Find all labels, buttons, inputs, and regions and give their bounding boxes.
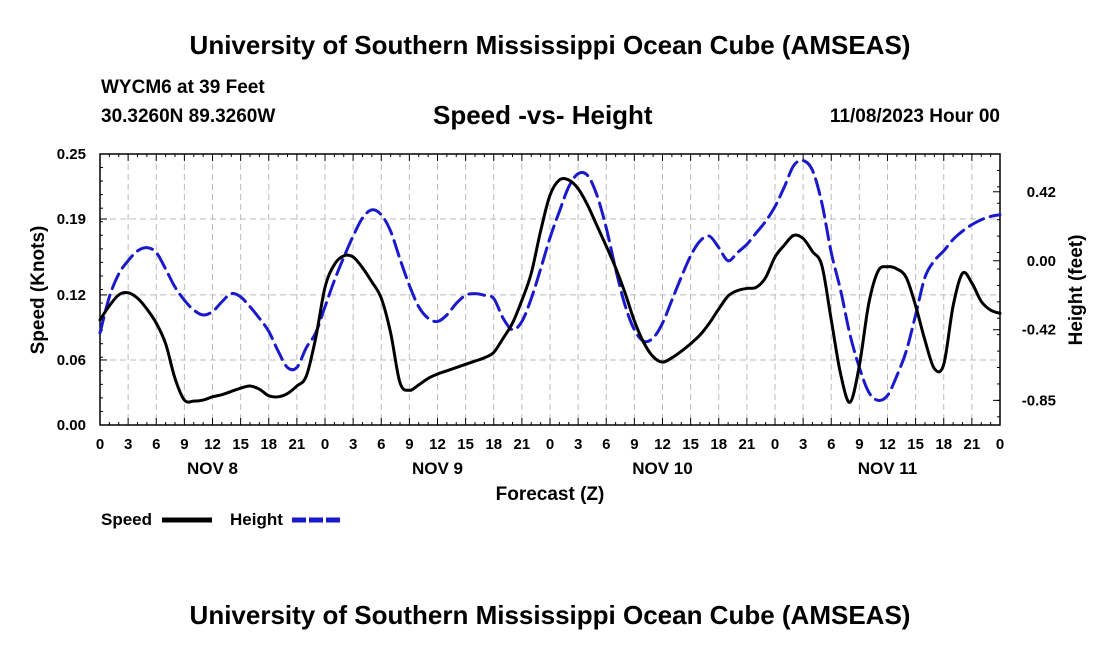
y-tick-label: 0.00 (57, 417, 86, 434)
chart-title-bottom: University of Southern Mississippi Ocean… (189, 600, 911, 630)
y2-axis-label: Height (feet) (1066, 235, 1087, 346)
x-tick-label: 18 (710, 436, 727, 453)
x-tick-label: 18 (485, 436, 502, 453)
x-tick-label: 15 (907, 436, 924, 453)
x-tick-label: 21 (964, 436, 981, 453)
x-tick-label: 0 (996, 436, 1004, 453)
x-tick-label: 15 (457, 436, 474, 453)
x-tick-label: 0 (96, 436, 104, 453)
height-series-line (98, 158, 1002, 402)
series-lines (98, 158, 1002, 404)
x-tick-label: 3 (124, 436, 132, 453)
coordinates-label: 30.3260N 89.3260W (101, 106, 276, 127)
x-tick-label: 12 (879, 436, 896, 453)
x-tick-label: 12 (429, 436, 446, 453)
x-tick-label: 15 (232, 436, 249, 453)
y-tick-label: 0.25 (57, 146, 86, 163)
x-tick-labels: 0 3 6 9 12 15 18 21 0 3 6 9 12 15 18 21 0 3 6 9 12 15 18 21 0 3 6 9… (96, 436, 1004, 453)
station-label: WYCM6 at 39 Feet (101, 77, 265, 98)
chart-subtitle: Speed -vs- Height (433, 100, 653, 130)
x-tick-label: 18 (260, 436, 277, 453)
x-tick-label: 21 (289, 436, 306, 453)
y-axis-label: Speed (Knots) (28, 226, 49, 355)
day-labels: NOV 8 NOV 9 NOV 10 NOV 11 (187, 459, 917, 478)
x-tick-label: 0 (546, 436, 554, 453)
x-axis-label: Forecast (Z) (496, 484, 605, 505)
x-tick-label: 21 (514, 436, 531, 453)
x-tick-label: 12 (204, 436, 221, 453)
x-tick-label: 6 (602, 436, 610, 453)
x-tick-label: 21 (739, 436, 756, 453)
x-tick-label: 9 (855, 436, 863, 453)
legend-speed-label: Speed (101, 510, 152, 529)
legend-height-label: Height (230, 510, 283, 529)
y2-tick-labels: 0.42 0.00 -0.42 -0.85 (1022, 184, 1056, 410)
y2-tick-label: 0.42 (1027, 184, 1056, 201)
datetime-label: 11/08/2023 Hour 00 (829, 106, 1000, 127)
day-label: NOV 8 (187, 459, 238, 478)
y2-tick-label: -0.85 (1022, 392, 1056, 409)
x-tick-label: 0 (321, 436, 329, 453)
axis-ticks (99, 153, 1001, 426)
day-label: NOV 9 (412, 459, 463, 478)
grid (100, 154, 1000, 425)
chart-title-top: University of Southern Mississippi Ocean… (189, 30, 911, 60)
x-tick-label: 3 (349, 436, 357, 453)
y-tick-label: 0.06 (57, 352, 86, 369)
y-tick-label: 0.19 (57, 211, 86, 228)
x-tick-label: 9 (405, 436, 413, 453)
y2-tick-label: 0.00 (1027, 253, 1056, 270)
x-tick-label: 15 (682, 436, 699, 453)
x-tick-label: 6 (377, 436, 385, 453)
y-tick-label: 0.12 (57, 287, 86, 304)
x-tick-label: 3 (799, 436, 807, 453)
day-label: NOV 11 (858, 459, 918, 478)
x-tick-label: 9 (180, 436, 188, 453)
x-tick-label: 6 (827, 436, 835, 453)
x-tick-label: 6 (152, 436, 160, 453)
legend: Speed Height (101, 510, 342, 529)
x-tick-label: 12 (654, 436, 671, 453)
x-tick-label: 9 (630, 436, 638, 453)
x-tick-label: 18 (935, 436, 952, 453)
y-tick-labels: 0.00 0.06 0.12 0.19 0.25 (57, 146, 86, 434)
day-label: NOV 10 (632, 459, 692, 478)
x-tick-label: 3 (574, 436, 582, 453)
y2-tick-label: -0.42 (1022, 322, 1056, 339)
x-tick-label: 0 (771, 436, 779, 453)
speed-series-line (98, 177, 1002, 404)
